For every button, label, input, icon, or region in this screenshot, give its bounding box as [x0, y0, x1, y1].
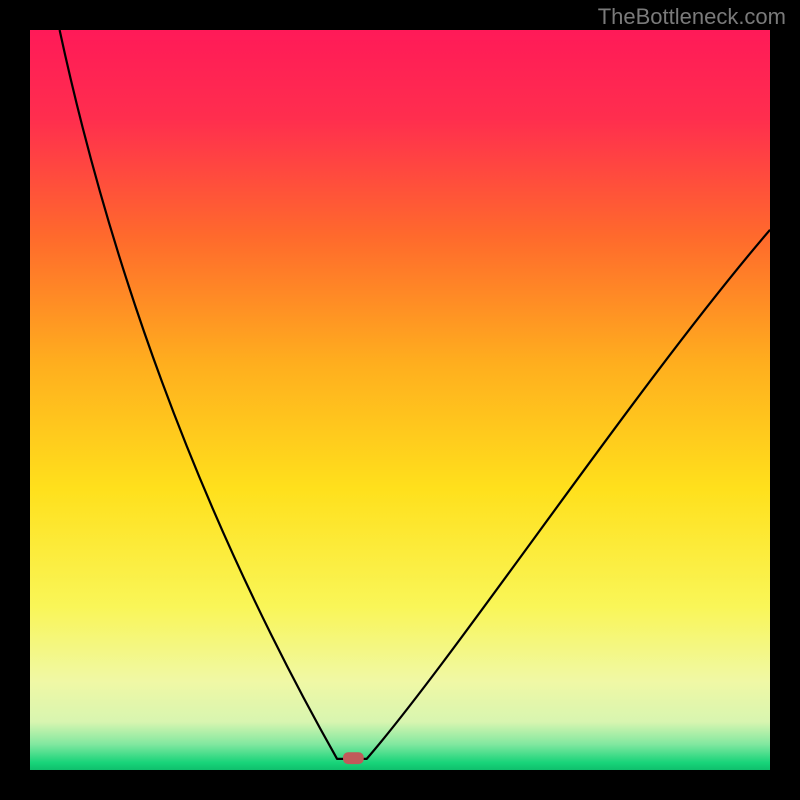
chart-container	[0, 0, 800, 800]
watermark-text: TheBottleneck.com	[598, 4, 786, 30]
bottleneck-chart	[0, 0, 800, 800]
chart-background-gradient	[30, 30, 770, 770]
optimal-point-marker	[343, 752, 364, 764]
